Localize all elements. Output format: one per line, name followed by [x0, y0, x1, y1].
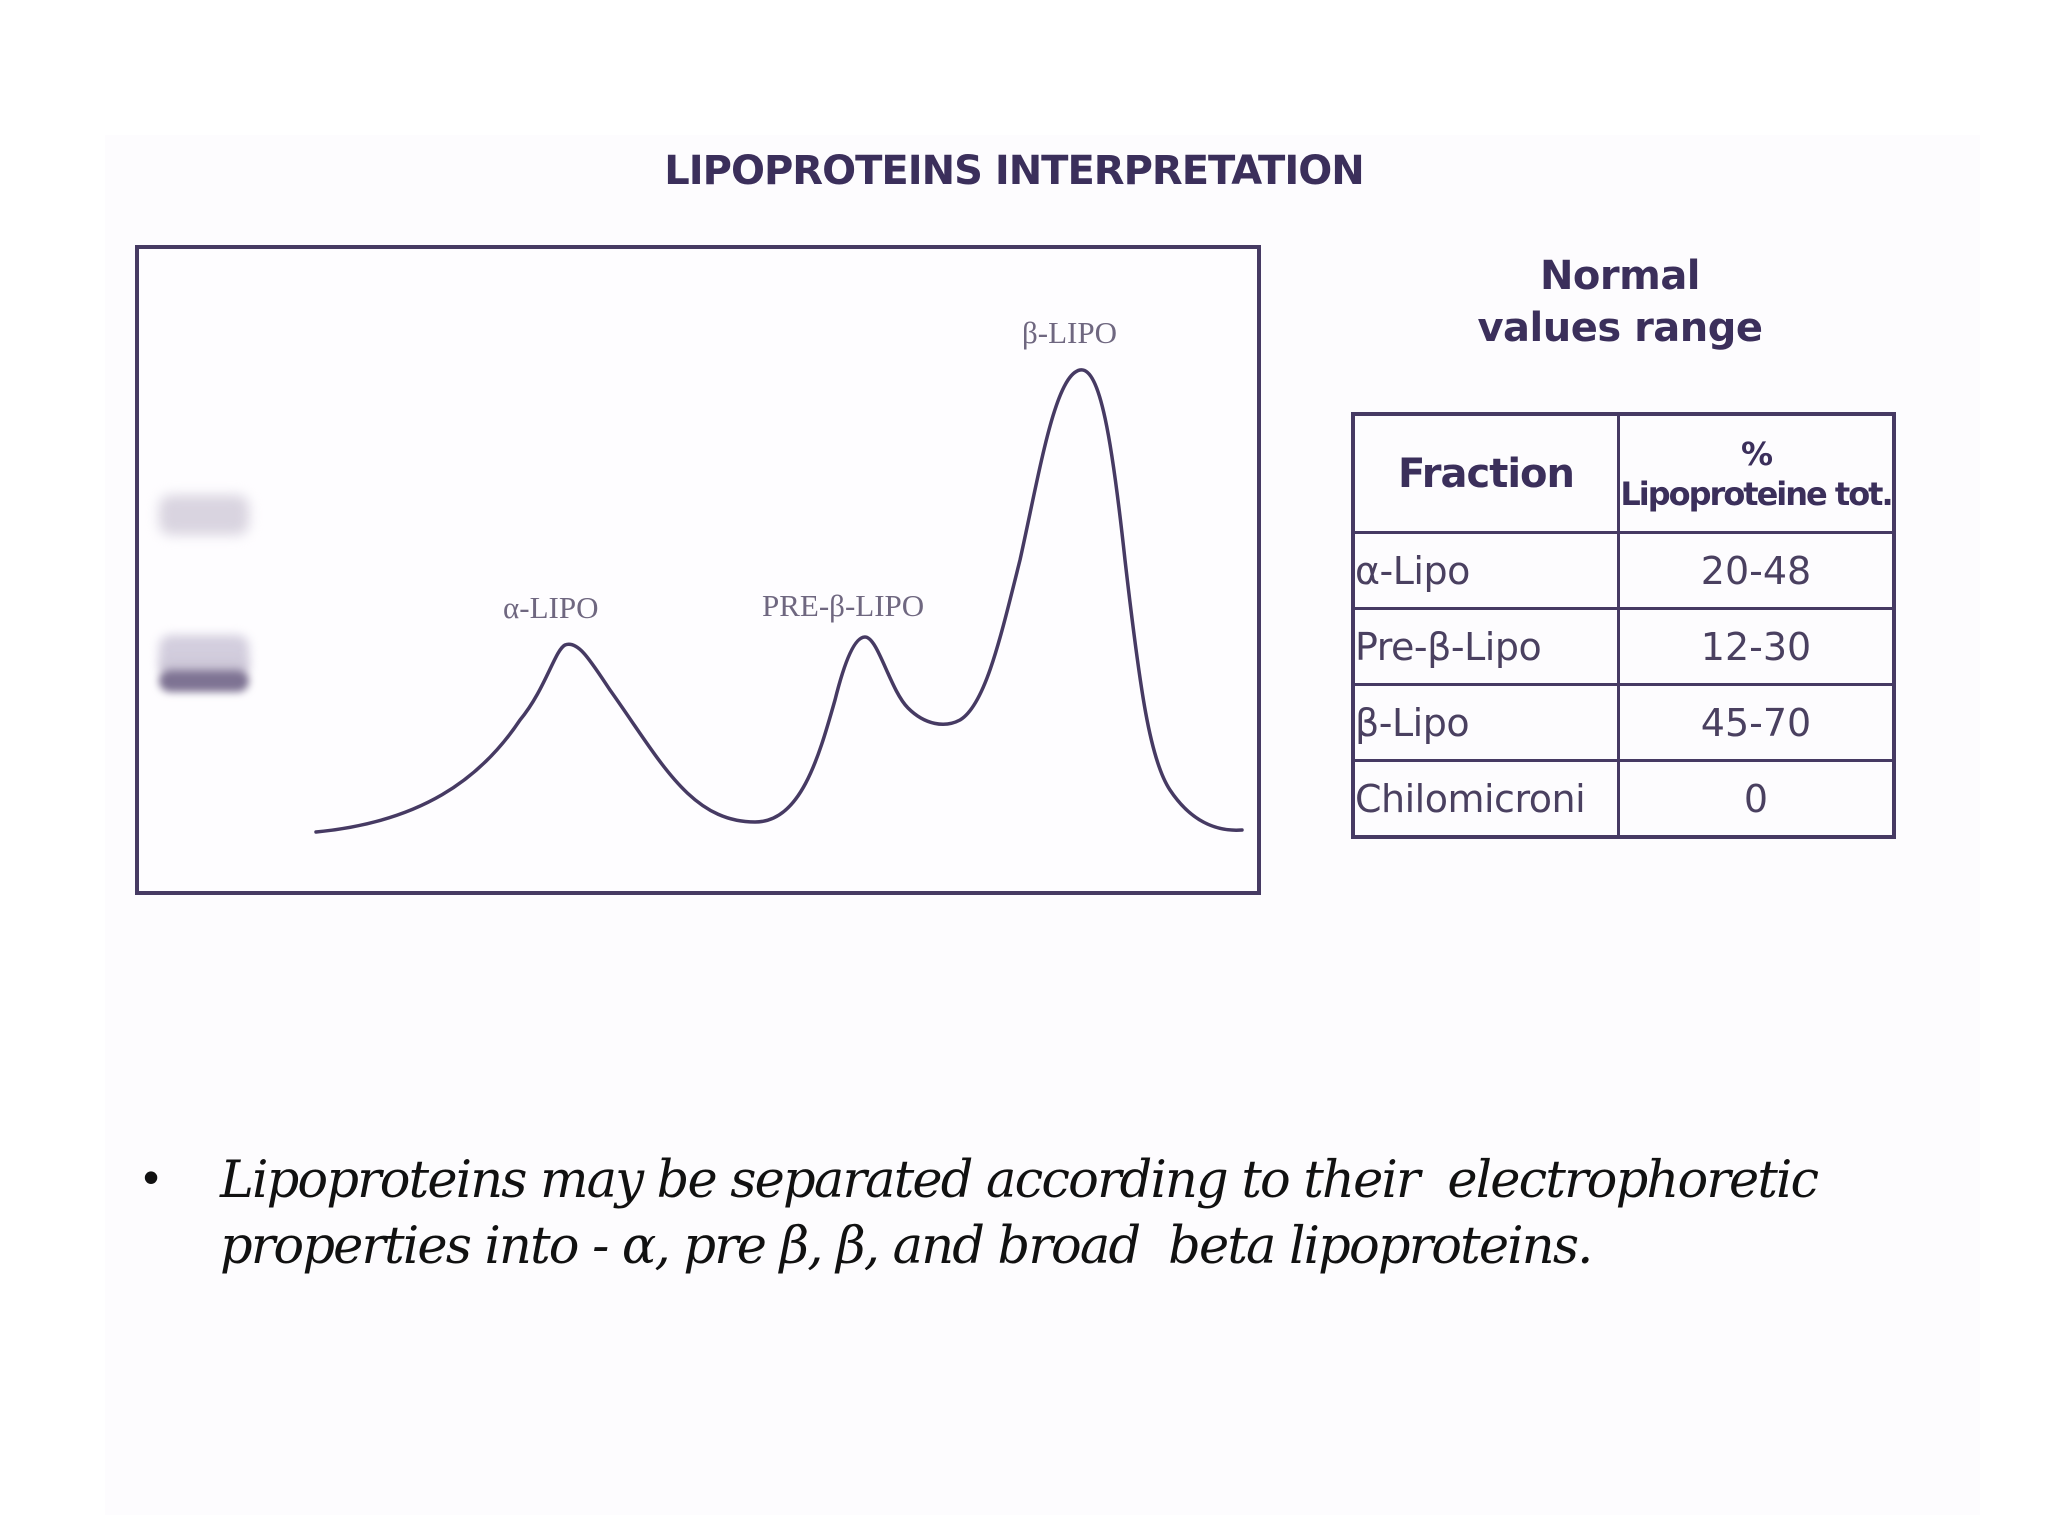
table-row: Chilomicroni 0: [1351, 759, 1896, 839]
gel-band: [159, 495, 249, 535]
fraction-cell: Pre-β-Lipo: [1351, 607, 1620, 686]
table-row: β-Lipo 45-70: [1351, 683, 1896, 762]
bullet-text-line2: properties into - α, pre β, β, and broad…: [220, 1217, 1593, 1276]
figure-title: LIPOPROTEINS INTERPRETATION: [664, 148, 1364, 194]
value-cell: 12-30: [1617, 607, 1896, 686]
electrophoresis-chart-frame: [135, 245, 1261, 895]
bullet-icon: •: [143, 1151, 160, 1203]
value-cell: 20-48: [1617, 531, 1896, 610]
normal-values-heading-line2: values range: [1477, 305, 1763, 351]
fraction-cell: β-Lipo: [1351, 683, 1620, 762]
gel-band: [159, 670, 249, 692]
normal-values-heading: Normal values range: [1420, 250, 1820, 354]
bullet-text: Lipoproteins may be separated according …: [220, 1148, 1980, 1280]
fraction-cell: Chilomicroni: [1351, 759, 1620, 839]
percent-column-header: % Lipoproteine tot.: [1617, 412, 1896, 534]
value-cell: 0: [1617, 759, 1896, 839]
pre-beta-lipo-peak-label: PRE-β-LIPO: [762, 588, 925, 623]
gel-strip-image: [155, 470, 255, 740]
value-cell: 45-70: [1617, 683, 1896, 762]
fraction-cell: α-Lipo: [1351, 531, 1620, 610]
fraction-column-header: Fraction: [1351, 412, 1620, 534]
normal-values-heading-line1: Normal: [1539, 253, 1701, 299]
electrophoresis-curve: [314, 368, 1244, 834]
table-row: α-Lipo 20-48: [1351, 531, 1896, 610]
table-row: Pre-β-Lipo 12-30: [1351, 607, 1896, 686]
percent-label: Lipoproteine tot.: [1620, 474, 1893, 513]
table-header-row: Fraction % Lipoproteine tot.: [1351, 412, 1896, 534]
bullet-text-line1: Lipoproteins may be separated according …: [220, 1151, 1819, 1210]
normal-values-table: Fraction % Lipoproteine tot. α-Lipo 20-4…: [1351, 412, 1896, 839]
beta-lipo-peak-label: β-LIPO: [1022, 315, 1117, 350]
alpha-lipo-peak-label: α-LIPO: [503, 590, 599, 625]
percent-symbol: %: [1740, 434, 1773, 473]
